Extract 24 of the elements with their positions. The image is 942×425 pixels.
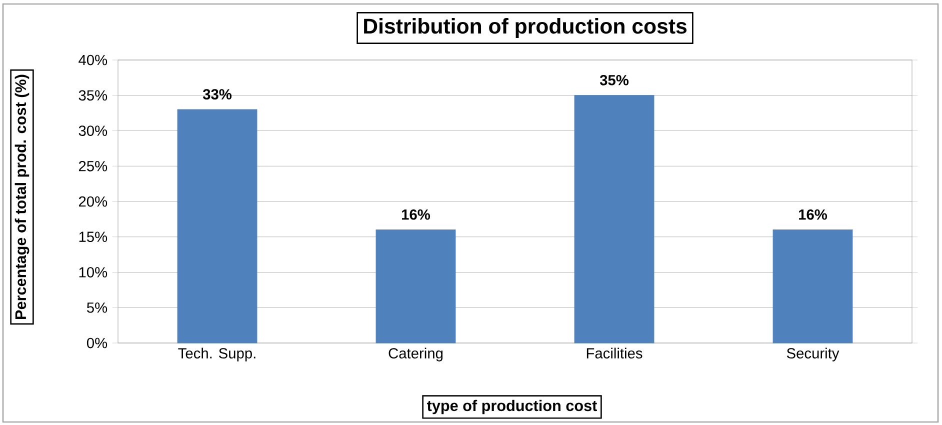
y-tick-label: 10%	[79, 267, 108, 278]
y-tick-label: 5%	[86, 302, 108, 313]
y-tick-label: 20%	[78, 196, 108, 207]
y-tick-label: 35%	[78, 90, 108, 101]
bar	[772, 230, 853, 344]
x-axis-title: type of production cost	[427, 400, 597, 414]
bar	[177, 109, 258, 344]
y-tick-label: 25%	[78, 160, 108, 172]
x-tick-label: Catering	[388, 348, 443, 362]
chart-title: Distribution of production costs	[364, 18, 686, 38]
y-tick-label: 40%	[78, 54, 108, 66]
y-tick-label: 30%	[78, 126, 108, 136]
x-tick-label: Tech. Supp.	[178, 348, 256, 362]
data-label: 16%	[402, 209, 430, 220]
y-tick-label: 15%	[79, 232, 108, 242]
y-tick-label: 0%	[86, 338, 108, 348]
x-tick-label: Facilities	[586, 348, 642, 358]
data-label: 35%	[600, 74, 629, 86]
x-tick-label: Security	[786, 348, 840, 362]
bar	[574, 95, 654, 344]
data-label: 33%	[202, 89, 232, 100]
data-label: 16%	[798, 209, 828, 220]
bar	[376, 230, 456, 344]
y-axis-title: Percentage of total prod. cost (%)	[14, 74, 30, 319]
